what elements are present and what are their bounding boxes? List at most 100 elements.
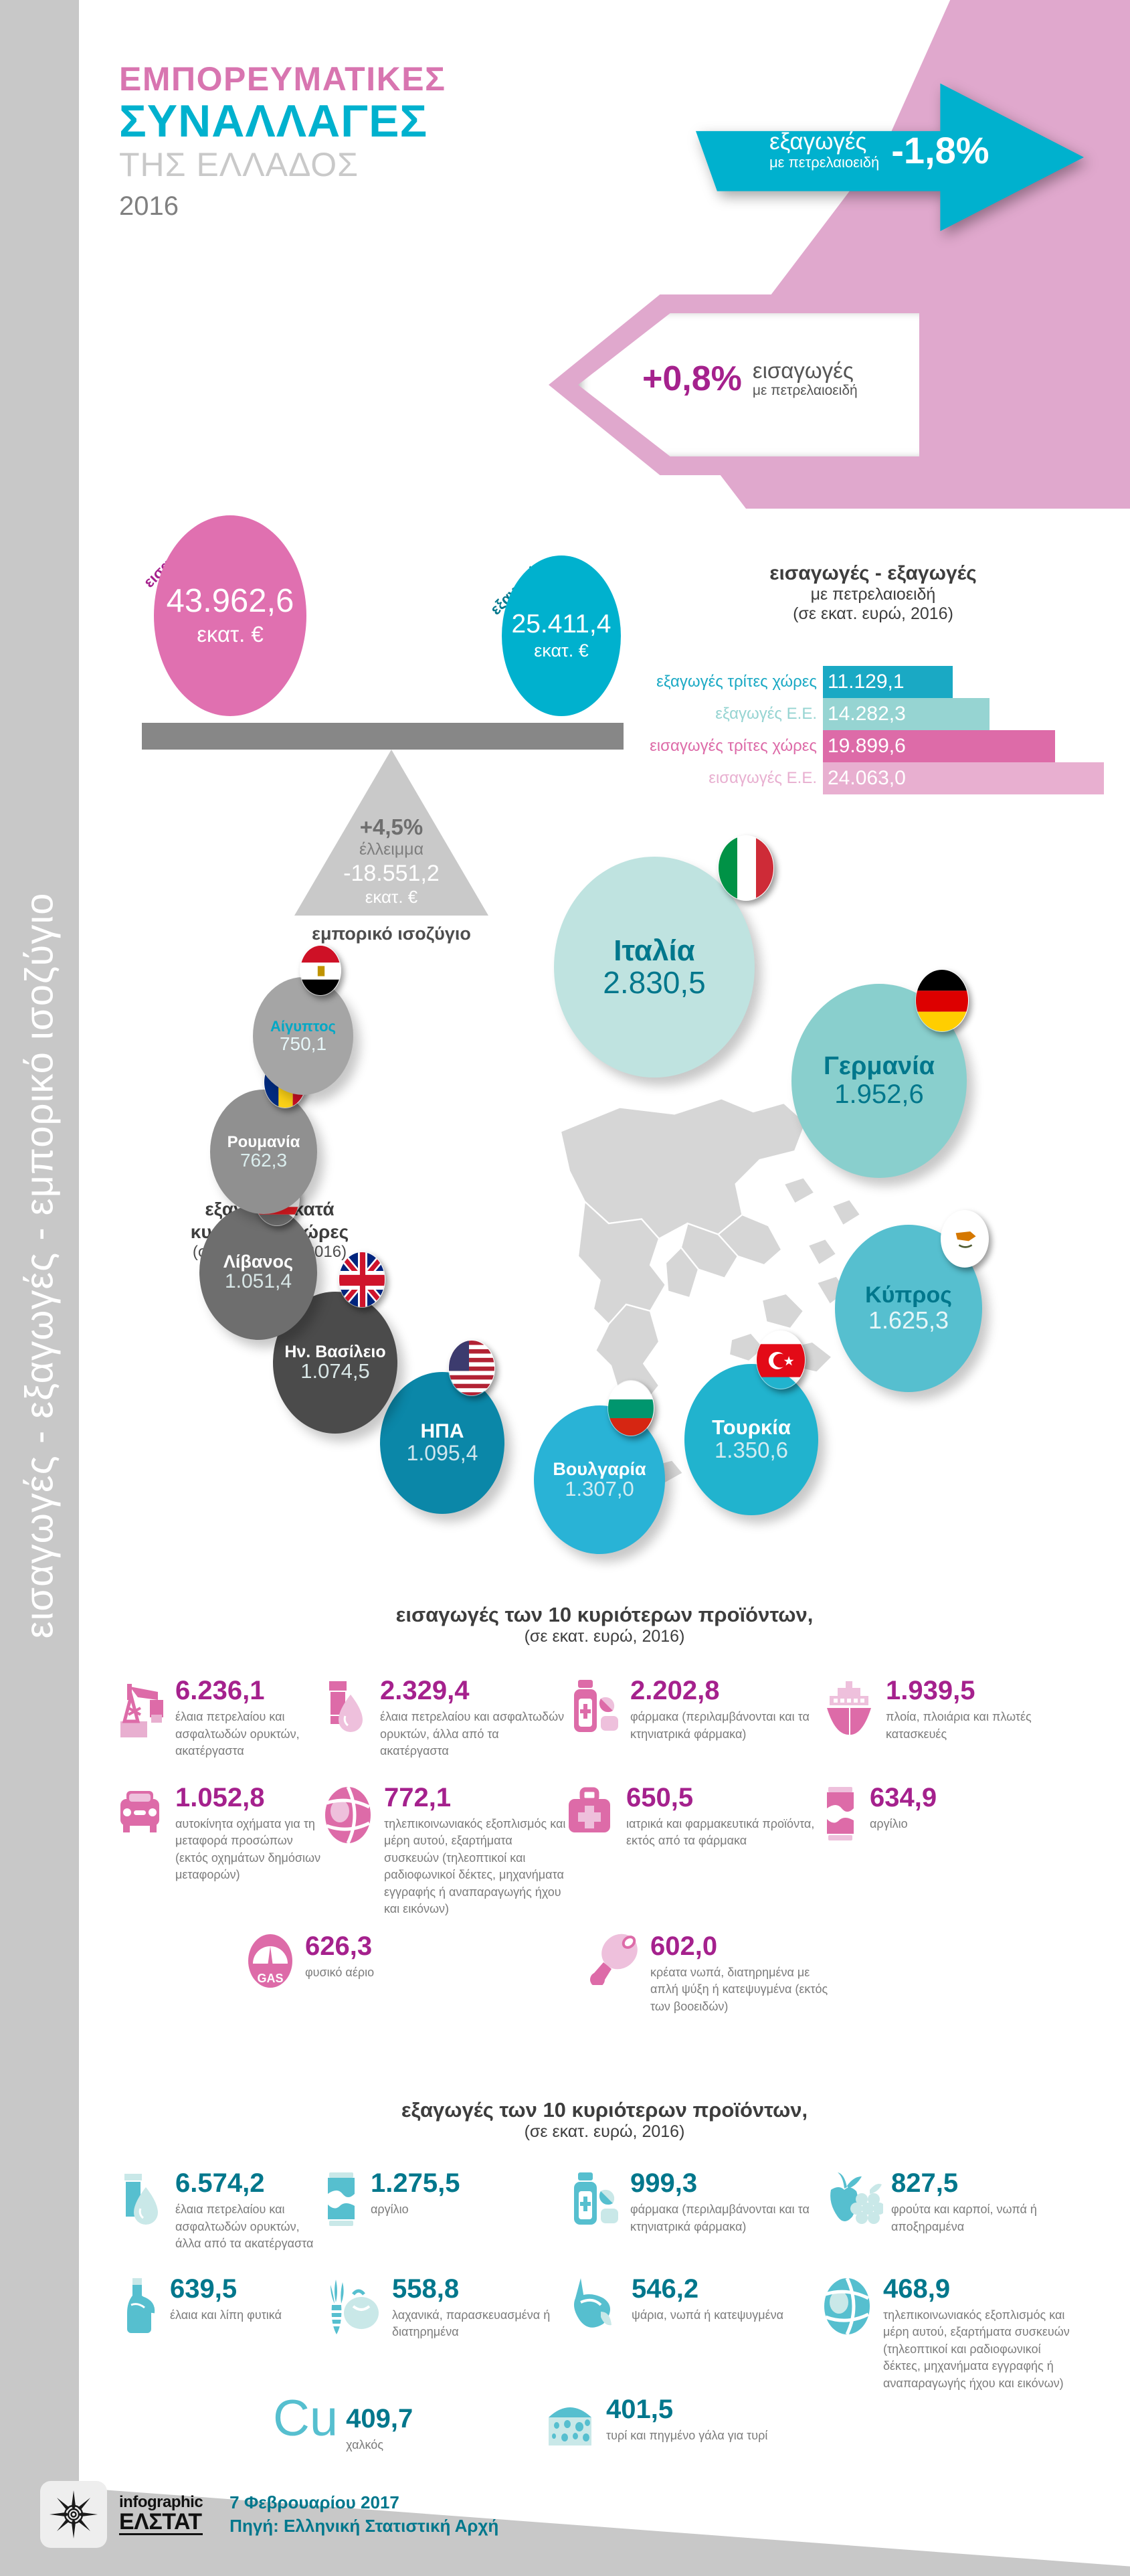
imports-item-4-desc: πλοία, πλοιάρια και πλωτές κατασκευές bbox=[886, 1710, 1032, 1741]
title-year: 2016 bbox=[119, 191, 179, 221]
title-line-2: ΣΥΝΑΛΛΑΓΕΣ bbox=[119, 96, 428, 147]
footer-date: 7 Φεβρουαρίου 2017 bbox=[229, 2492, 399, 2512]
bubble-italy: Ιταλία 2.830,5 bbox=[554, 857, 755, 1078]
scale-exports-bubble: 25.411,4 εκατ. € bbox=[502, 555, 621, 716]
flag-egypt-icon bbox=[300, 945, 341, 996]
imports-item-5-desc: αυτοκίνητα οχήματα για τη μεταφορά προσώ… bbox=[175, 1816, 321, 1882]
imports-item-4: 1.939,5 πλοία, πλοιάρια και πλωτές κατασ… bbox=[822, 1677, 1076, 1743]
exports-item-4-value: 827,5 bbox=[891, 2168, 959, 2198]
title-line-1: ΕΜΠΟΡΕΥΜΑΤΙΚΕΣ bbox=[119, 60, 446, 98]
imports-item-3-desc: φάρμακα (περιλαμβάνονται και τα κτηνιατρ… bbox=[630, 1710, 810, 1741]
imports-item-2-value: 2.329,4 bbox=[380, 1676, 470, 1705]
exports-item-8-desc: τηλεπικοινωνιακός εξοπλισμός και μέρη αυ… bbox=[883, 2308, 1070, 2390]
imports-item-7-desc: ιατρικά και φαρμακευτικά προϊόντα, εκτός… bbox=[626, 1816, 815, 1848]
imports-item-6-desc: τηλεπικοινωνιακός εξοπλισμός και μέρη αυ… bbox=[384, 1816, 566, 1916]
svg-text:GAS: GAS bbox=[257, 1972, 283, 1985]
exports-item-3: 999,3 φάρμακα (περιλαμβάνονται και τα κτ… bbox=[566, 2170, 822, 2235]
imports-arrow-label: εισαγωγές bbox=[752, 358, 854, 383]
page-title: ΕΜΠΟΡΕΥΜΑΤΙΚΕΣ ΣΥΝΑΛΛΑΓΕΣ ΤΗΣ ΕΛΛΑΔΟΣ 20… bbox=[119, 62, 446, 222]
bubble-romania: Ρουμανία 762,3 bbox=[210, 1090, 317, 1214]
exports-title-units: (σε εκατ. ευρώ, 2016) bbox=[524, 2122, 685, 2141]
fish-icon bbox=[566, 2276, 624, 2334]
exports-arrow-badge: εξαγωγές με πετρελαιοειδή -1,8% bbox=[696, 80, 1084, 234]
imports-exports-bar-chart: εισαγωγές - εξαγωγές με πετρελαιοειδή (σ… bbox=[629, 562, 1117, 857]
imports-arrow-percent: +0,8% bbox=[642, 359, 742, 398]
imports-item-7-value: 650,5 bbox=[626, 1782, 694, 1812]
bubble-lebanon: Λίβανος 1.051,4 bbox=[199, 1205, 317, 1340]
imports-item-10: 602,0 κρέατα νωπά, διατηρημένα με απλή ψ… bbox=[494, 1933, 828, 2016]
imports-arrow-content: +0,8% εισαγωγές με πετρελαιοειδή bbox=[642, 359, 858, 399]
bar-value: 14.282,3 bbox=[823, 698, 990, 730]
exports-item-5-value: 639,5 bbox=[170, 2273, 238, 2304]
exports-item-3-desc: φάρμακα (περιλαμβάνονται και τα κτηνιατρ… bbox=[630, 2203, 810, 2233]
flag-germany-icon bbox=[915, 969, 969, 1032]
footer-source: Πηγή: Ελληνική Στατιστική Αρχή bbox=[229, 2516, 499, 2536]
flag-turkey-icon bbox=[756, 1330, 806, 1389]
imports-item-3: 2.202,8 φάρμακα (περιλαμβάνονται και τα … bbox=[566, 1677, 822, 1743]
scale-imports-bubble: 43.962,6 εκατ. € bbox=[154, 515, 306, 716]
scale-imports-value: 43.962,6 bbox=[166, 582, 294, 619]
scale-exports-unit: εκατ. € bbox=[534, 640, 589, 661]
exports-item-6: 558,8 λαχανικά, παρασκευασμένα ή διατηρη… bbox=[322, 2276, 566, 2341]
bar-value: 24.063,0 bbox=[823, 762, 1104, 794]
copper-symbol-text: Cu bbox=[273, 2390, 339, 2448]
exports-arrow-percent: -1,8% bbox=[891, 129, 990, 171]
imports-item-4-value: 1.939,5 bbox=[886, 1676, 975, 1705]
bar-row: εξαγωγές Ε.Ε. 14.282,3 bbox=[629, 698, 1117, 730]
imports-item-8-desc: αργίλιο bbox=[870, 1816, 908, 1830]
imports-item-10-desc: κρέατα νωπά, διατηρημένα με απλή ψύξη ή … bbox=[650, 1965, 828, 2014]
bubble-turkey: Τουρκία 1.350,6 bbox=[684, 1364, 818, 1515]
exports-item-4-desc: φρούτα και καρποί, νωπά ή αποξηραμένα bbox=[891, 2203, 1037, 2233]
imports-item-1: 6.236,1 έλαια πετρελαίου και ασφαλτωδών … bbox=[79, 1677, 322, 1760]
aluminium-can-icon bbox=[822, 1784, 862, 1844]
imports-item-3-value: 2.202,8 bbox=[630, 1676, 720, 1705]
imports-item-9-desc: φυσικό αέριο bbox=[305, 1965, 375, 1979]
exports-products-section: εξαγωγές των 10 κυριότερων προϊόντων, (σ… bbox=[79, 2098, 1130, 2454]
exports-item-7: 546,2 ψάρια, νωπά ή κατεψυγμένα bbox=[566, 2276, 822, 2334]
bubble-romania-name: Ρουμανία bbox=[227, 1132, 300, 1151]
fruit-icon bbox=[822, 2170, 883, 2229]
bubble-germany-value: 1.952,6 bbox=[834, 1079, 924, 1109]
bar-value: 19.899,6 bbox=[823, 730, 1056, 762]
exports-title-main: εξαγωγές των 10 κυριότερων προϊόντων, bbox=[401, 2098, 808, 2122]
bubble-usa-name: ΗΠΑ bbox=[420, 1420, 464, 1443]
imports-title-units: (σε εκατ. ευρώ, 2016) bbox=[524, 1627, 685, 1646]
title-line-3: ΤΗΣ ΕΛΛΑΔΟΣ bbox=[119, 146, 359, 183]
exports-item-8: 468,9 τηλεπικοινωνιακός εξοπλισμός και μ… bbox=[822, 2276, 1076, 2393]
imports-item-9-value: 626,3 bbox=[305, 1931, 373, 1961]
bubble-uk-name: Ην. Βασίλειο bbox=[284, 1342, 386, 1361]
imports-row-1: 6.236,1 έλαια πετρελαίου και ασφαλτωδών … bbox=[79, 1677, 1130, 1760]
cheese-icon bbox=[545, 2396, 598, 2454]
deficit-value: -18.551,2 bbox=[343, 861, 440, 886]
elstat-compass-logo-icon bbox=[40, 2481, 107, 2548]
meat-leg-icon bbox=[581, 1933, 642, 1985]
aluminium-can-icon bbox=[322, 2170, 363, 2230]
exports-item-1-desc: έλαια πετρελαίου και ασφαλτωδών ορυκτών,… bbox=[175, 2203, 314, 2251]
exports-item-1: 6.574,2 έλαια πετρελαίου και ασφαλτωδών … bbox=[79, 2170, 322, 2253]
imports-item-8-value: 634,9 bbox=[870, 1782, 937, 1812]
imports-item-1-desc: έλαια πετρελαίου και ασφαλτωδών ορυκτών,… bbox=[175, 1710, 300, 1758]
elstat-wordmark: infographic ΕΛΣΤΑΤ bbox=[119, 2494, 203, 2535]
exports-item-2: 1.275,5 αργίλιο bbox=[322, 2170, 566, 2230]
exports-item-7-desc: ψάρια, νωπά ή κατεψυγμένα bbox=[632, 2308, 784, 2322]
left-sidebar: εισαγωγές - εξαγωγές - εμπορικό ισοζύγιο bbox=[0, 0, 79, 2530]
imports-item-6: 772,1 τηλεπικοινωνιακός εξοπλισμός και μ… bbox=[322, 1784, 566, 1918]
deficit-word: έλλειμμα bbox=[359, 840, 424, 859]
exports-item-2-desc: αργίλιο bbox=[371, 2203, 409, 2216]
exports-item-4: 827,5 φρούτα και καρποί, νωπά ή αποξηραμ… bbox=[822, 2170, 1076, 2235]
ship-icon bbox=[822, 1677, 878, 1739]
scale-imports-unit: εκατ. € bbox=[197, 621, 264, 647]
bar-chart-units: (σε εκατ. ευρώ, 2016) bbox=[793, 604, 953, 623]
bubble-germany-name: Γερμανία bbox=[823, 1052, 935, 1081]
imports-row-3: GAS 626,3 φυσικό αέριο 602,0 κρέατα νωπά… bbox=[79, 1933, 1130, 2016]
imports-arrow-sublabel: με πετρελαιοειδή bbox=[752, 382, 858, 398]
car-icon bbox=[118, 1784, 167, 1836]
bubble-bulgaria-name: Βουλγαρία bbox=[553, 1458, 646, 1479]
bar-category-label: εξαγωγές Ε.Ε. bbox=[715, 705, 817, 723]
bubble-turkey-value: 1.350,6 bbox=[714, 1437, 789, 1462]
flag-cyprus-icon bbox=[941, 1210, 989, 1268]
exports-arrow-label: εξαγωγές bbox=[769, 128, 867, 155]
imports-item-1-value: 6.236,1 bbox=[175, 1676, 265, 1705]
exports-row-3: Cu 409,7 χαλκός bbox=[79, 2390, 1130, 2454]
exports-item-5-desc: έλαια και λίπη φυτικά bbox=[170, 2308, 282, 2322]
